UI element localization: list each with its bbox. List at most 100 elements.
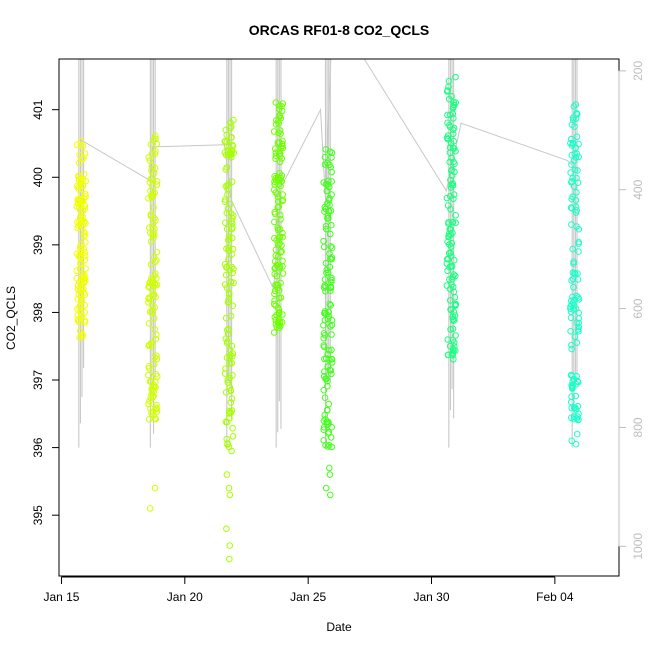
data-point <box>80 154 87 162</box>
data-point <box>224 299 232 306</box>
data-point <box>320 243 328 251</box>
data-point <box>448 181 455 188</box>
data-point <box>320 372 328 380</box>
data-point <box>569 114 577 121</box>
data-point <box>326 471 334 478</box>
data-point <box>77 213 84 221</box>
data-point <box>324 443 332 450</box>
data-point <box>567 371 575 379</box>
data-point <box>320 424 328 431</box>
data-point <box>568 178 576 185</box>
data-point <box>570 260 577 267</box>
data-point <box>277 216 284 223</box>
data-point <box>568 393 575 400</box>
data-point <box>153 178 161 185</box>
data-point <box>573 174 580 182</box>
data-point <box>227 387 235 395</box>
data-point <box>575 328 582 335</box>
data-point <box>222 219 229 227</box>
data-point <box>82 265 89 272</box>
data-point <box>446 342 454 350</box>
data-point <box>228 342 236 350</box>
data-point <box>224 379 232 386</box>
data-point <box>325 400 333 408</box>
data-point <box>225 325 232 333</box>
data-point <box>153 355 161 363</box>
data-point <box>449 336 457 344</box>
data-point <box>443 194 451 202</box>
data-point <box>226 346 234 354</box>
data-point <box>447 249 454 257</box>
data-point <box>328 346 335 354</box>
data-point <box>146 505 154 512</box>
data-point <box>571 333 579 341</box>
data-point <box>568 341 575 349</box>
data-point <box>277 182 284 190</box>
co2-points-layer <box>73 73 583 563</box>
data-point <box>223 138 231 146</box>
data-point <box>153 248 161 256</box>
data-point <box>271 218 278 226</box>
data-point <box>277 144 285 151</box>
data-point <box>279 100 287 107</box>
data-point <box>278 242 285 249</box>
data-point <box>225 233 233 240</box>
data-point <box>452 73 459 81</box>
data-point <box>75 159 83 167</box>
data-point <box>570 103 578 110</box>
data-point <box>570 415 578 423</box>
data-point <box>568 345 576 353</box>
data-point <box>573 207 581 214</box>
data-point <box>328 274 335 282</box>
data-point <box>223 339 231 347</box>
data-point <box>569 193 576 201</box>
data-point <box>444 87 452 94</box>
data-point <box>574 270 581 277</box>
data-point <box>145 320 153 327</box>
data-point <box>151 326 159 333</box>
data-point <box>572 380 580 388</box>
data-point <box>323 418 331 426</box>
data-point <box>152 217 159 224</box>
data-point <box>324 382 331 390</box>
data-point <box>276 226 284 233</box>
data-point <box>222 166 230 173</box>
data-point <box>321 276 329 283</box>
data-point <box>450 195 457 203</box>
data-point <box>223 284 231 292</box>
data-point <box>275 105 283 113</box>
data-point <box>327 323 334 330</box>
data-point <box>276 127 284 134</box>
data-point <box>277 322 284 330</box>
data-point <box>149 182 156 190</box>
data-point <box>81 309 88 316</box>
data-point <box>79 216 86 224</box>
data-point <box>77 261 85 268</box>
data-point <box>571 296 578 304</box>
data-point <box>446 158 454 166</box>
data-point <box>81 150 89 157</box>
data-point <box>327 302 335 309</box>
data-point <box>146 397 153 405</box>
data-point <box>321 343 328 351</box>
data-point <box>81 256 89 264</box>
data-point <box>326 230 334 238</box>
data-point <box>276 233 284 241</box>
data-point <box>450 356 457 363</box>
data-point <box>77 310 85 317</box>
altitude-track-line <box>80 59 578 291</box>
data-point <box>75 195 82 203</box>
data-point <box>328 370 335 378</box>
data-point <box>228 225 236 233</box>
data-point <box>229 353 236 360</box>
data-point <box>443 260 451 267</box>
data-point <box>279 197 286 205</box>
data-point <box>146 157 154 164</box>
data-point <box>225 255 232 263</box>
data-point <box>568 277 575 284</box>
data-point <box>224 182 231 189</box>
data-point <box>447 184 455 191</box>
data-point <box>146 293 154 301</box>
data-point <box>225 180 232 188</box>
